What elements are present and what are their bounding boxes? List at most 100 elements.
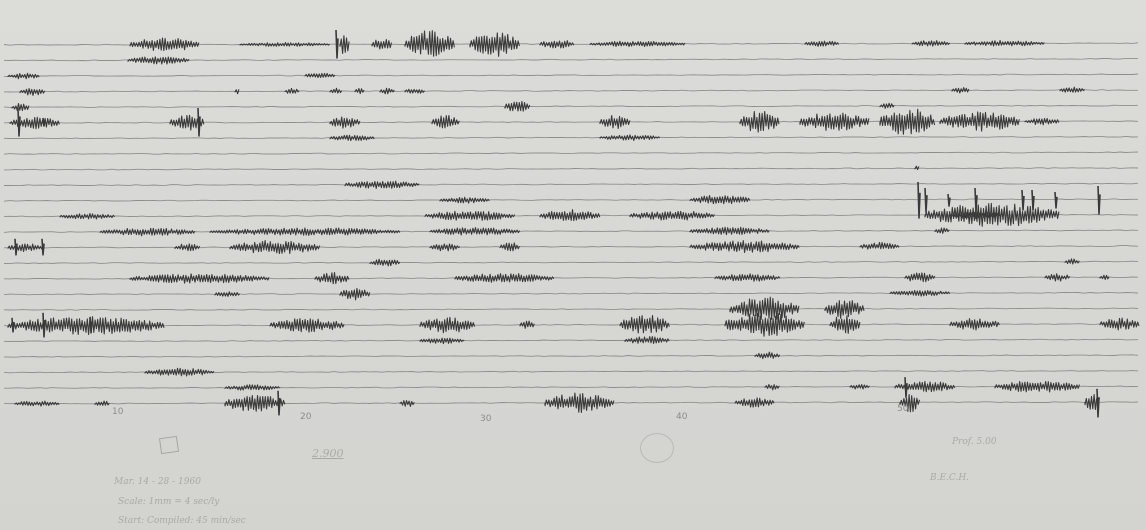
seismic-burst bbox=[689, 226, 770, 236]
seismic-spike bbox=[14, 238, 18, 256]
minute-mark-10: 10 bbox=[112, 407, 124, 417]
seismic-burst bbox=[904, 272, 936, 283]
seismic-spike bbox=[42, 312, 46, 338]
seismogram-baseline bbox=[3, 291, 1139, 296]
seismogram-baseline bbox=[3, 57, 1139, 62]
seismic-spike bbox=[917, 181, 921, 219]
seismic-burst bbox=[7, 72, 40, 80]
seismic-burst bbox=[849, 384, 870, 390]
seismic-burst bbox=[914, 165, 920, 171]
seismic-burst bbox=[734, 397, 775, 408]
seismic-burst bbox=[859, 241, 900, 250]
seismic-burst bbox=[424, 210, 516, 221]
seismic-burst bbox=[624, 335, 670, 344]
seismic-spike bbox=[197, 107, 201, 137]
seismic-burst bbox=[7, 243, 45, 253]
handwritten-box-mark bbox=[158, 435, 180, 455]
seismic-burst bbox=[329, 134, 375, 142]
seismic-burst bbox=[429, 243, 461, 252]
seismic-burst bbox=[879, 108, 936, 135]
seismic-burst bbox=[754, 351, 781, 360]
seismogram-baseline bbox=[3, 73, 1139, 77]
seismic-burst bbox=[14, 400, 60, 407]
seismic-burst bbox=[799, 112, 870, 131]
seismic-burst bbox=[209, 227, 401, 236]
seismic-spike bbox=[335, 29, 339, 59]
seismic-burst bbox=[429, 227, 521, 236]
seismogram-baseline bbox=[3, 260, 1139, 265]
annotation-left-2: Scale: 1mm = 4 sec/ly bbox=[118, 497, 220, 507]
seismic-spike bbox=[904, 377, 908, 398]
annotation-left-1: Mar. 14 - 28 - 1960 bbox=[114, 477, 201, 487]
seismic-burst bbox=[129, 273, 270, 284]
seismic-spike bbox=[1031, 189, 1035, 211]
seismic-burst bbox=[1044, 273, 1071, 282]
seismic-burst bbox=[19, 87, 46, 96]
seismic-burst bbox=[1059, 86, 1086, 93]
seismic-spike bbox=[974, 187, 978, 213]
annotation-right-2: B.E.C.H. bbox=[930, 473, 970, 483]
seismic-burst bbox=[951, 87, 970, 94]
seismic-burst bbox=[911, 40, 951, 47]
minute-mark-30: 30 bbox=[480, 414, 492, 424]
seismic-burst bbox=[174, 243, 201, 252]
annotation-right-1: Prof. 5.00 bbox=[952, 437, 997, 447]
seismic-burst bbox=[379, 87, 395, 95]
seismic-burst bbox=[1099, 317, 1140, 331]
seismic-spike bbox=[11, 317, 15, 333]
seismic-burst bbox=[94, 400, 110, 406]
seismic-burst bbox=[9, 116, 60, 130]
seismic-burst bbox=[371, 39, 393, 50]
seismic-burst bbox=[439, 196, 490, 204]
seismic-spike bbox=[947, 193, 951, 207]
seismogram-baseline bbox=[3, 323, 1139, 327]
seismic-burst bbox=[924, 202, 1060, 227]
seismic-burst bbox=[1064, 258, 1080, 265]
seismic-spike bbox=[42, 117, 46, 127]
seismic-burst bbox=[329, 116, 361, 129]
seismogram-baseline bbox=[3, 135, 1139, 140]
seismic-burst bbox=[339, 35, 350, 54]
annotation-number: 2.900 bbox=[312, 447, 344, 460]
seismic-burst bbox=[539, 209, 601, 222]
seismic-burst bbox=[964, 39, 1045, 47]
seismic-burst bbox=[284, 87, 300, 94]
seismic-burst bbox=[129, 37, 200, 52]
seismogram-baseline bbox=[3, 182, 1139, 187]
seismogram-baseline bbox=[3, 198, 1138, 202]
minute-mark-50: 50 bbox=[897, 404, 909, 414]
seismic-burst bbox=[739, 110, 780, 133]
seismic-burst bbox=[689, 194, 751, 205]
seismogram-baseline bbox=[3, 104, 1139, 108]
seismic-burst bbox=[949, 318, 1000, 331]
seismic-burst bbox=[949, 211, 1000, 220]
seismic-burst bbox=[499, 242, 520, 252]
seismic-burst bbox=[629, 210, 715, 221]
seismic-burst bbox=[214, 291, 241, 297]
seismic-burst bbox=[504, 100, 531, 112]
seismic-burst bbox=[1099, 274, 1110, 280]
seismic-burst bbox=[804, 40, 840, 47]
seismic-burst bbox=[469, 32, 520, 57]
seismic-burst bbox=[144, 367, 215, 377]
seismic-burst bbox=[729, 296, 800, 320]
seismic-burst bbox=[689, 240, 800, 253]
seismic-spike bbox=[1096, 388, 1100, 418]
seismic-burst bbox=[224, 394, 286, 412]
seismic-spike bbox=[41, 238, 45, 256]
seismic-burst bbox=[239, 42, 331, 47]
seismogram-baseline bbox=[3, 354, 1139, 358]
seismic-spike bbox=[1054, 191, 1058, 209]
seismic-burst bbox=[269, 318, 345, 333]
seismic-burst bbox=[544, 392, 615, 414]
seismic-spike bbox=[1021, 189, 1025, 211]
seismic-burst bbox=[599, 134, 661, 142]
handwritten-circle-mark bbox=[640, 433, 674, 463]
seismic-burst bbox=[399, 400, 415, 407]
seismic-burst bbox=[824, 300, 865, 319]
seismic-burst bbox=[879, 102, 895, 109]
seismic-burst bbox=[539, 40, 575, 49]
seismic-burst bbox=[1024, 117, 1060, 126]
